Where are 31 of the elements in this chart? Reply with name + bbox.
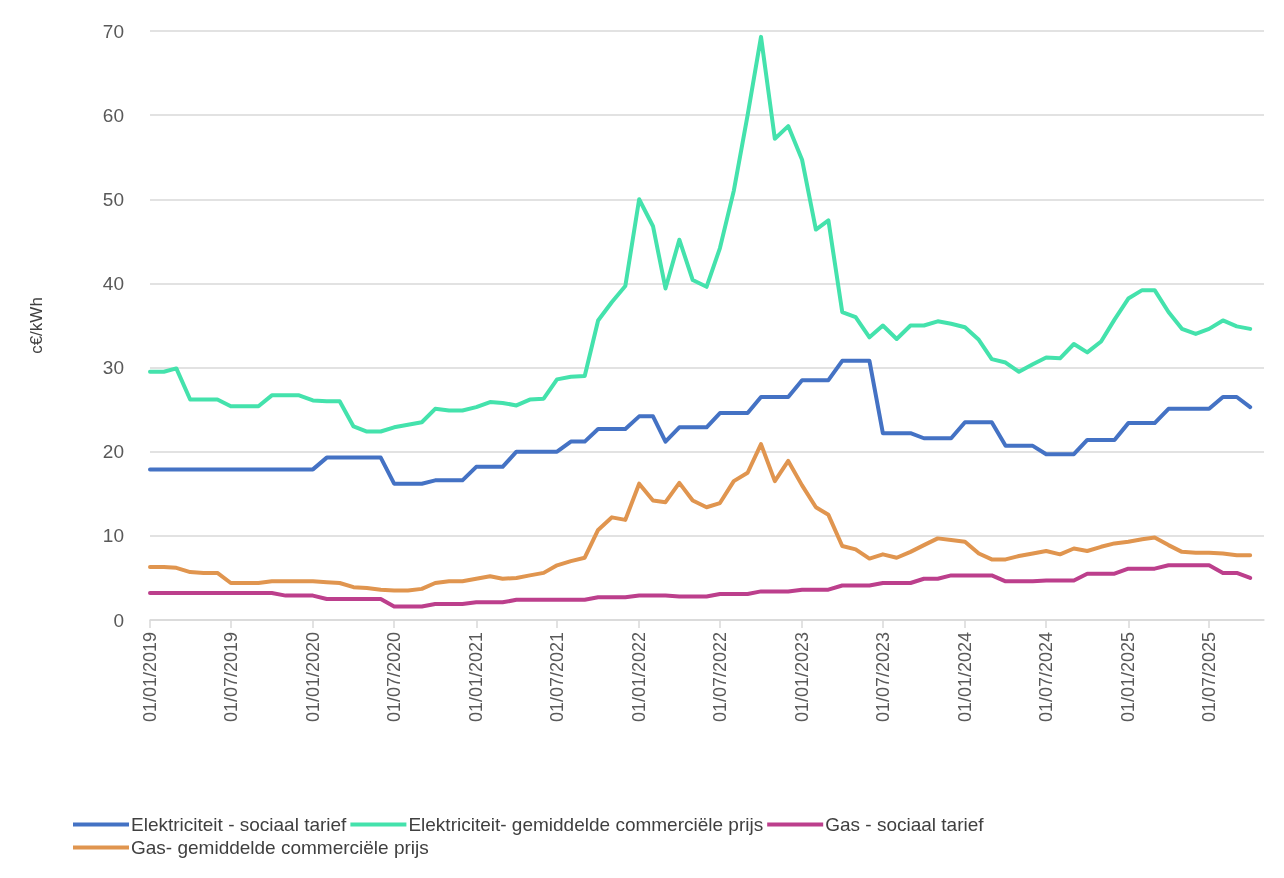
y-tick-label: 70 <box>102 20 124 42</box>
y-tick-label: 30 <box>102 357 124 379</box>
y-tick-label: 60 <box>102 104 124 126</box>
y-tick-label: 20 <box>102 441 124 463</box>
x-tick-label: 01/07/2024 <box>1036 632 1057 723</box>
x-tick-label: 01/01/2022 <box>629 632 650 723</box>
line-series <box>148 358 1253 486</box>
x-tick-label: 01/07/2023 <box>872 632 893 723</box>
x-tick-label: 01/07/2019 <box>220 632 241 723</box>
line-series <box>148 563 1253 609</box>
line-series <box>148 34 1253 434</box>
x-tick-label: 01/07/2022 <box>709 632 730 723</box>
legend-label: Gas- gemiddelde commerciële prijs <box>131 837 429 858</box>
line-series <box>148 442 1253 593</box>
y-tick-label: 0 <box>113 609 124 631</box>
y-tick-label: 10 <box>102 525 124 547</box>
x-tick-label: 01/01/2020 <box>302 632 323 723</box>
x-tick-label: 01/07/2020 <box>384 632 405 723</box>
x-tick-label: 01/01/2024 <box>954 632 975 723</box>
legend-label: Gas - sociaal tarief <box>825 814 985 835</box>
y-tick-label: 40 <box>102 272 124 294</box>
x-tick-label: 01/07/2025 <box>1199 632 1220 723</box>
x-tick-label: 01/01/2019 <box>140 632 160 723</box>
legend-label: Elektriciteit- gemiddelde commerciële prijs <box>408 814 764 835</box>
x-tick-label: 01/01/2023 <box>792 632 813 723</box>
legend-label: Elektriciteit - sociaal tarief <box>131 814 348 835</box>
y-tick-label: 50 <box>102 188 124 210</box>
x-tick-label: 01/01/2025 <box>1118 632 1139 723</box>
x-tick-label: 01/01/2021 <box>466 632 487 723</box>
x-tick-label: 01/07/2021 <box>547 632 568 723</box>
y-axis-title: c€/kWh <box>27 297 46 354</box>
